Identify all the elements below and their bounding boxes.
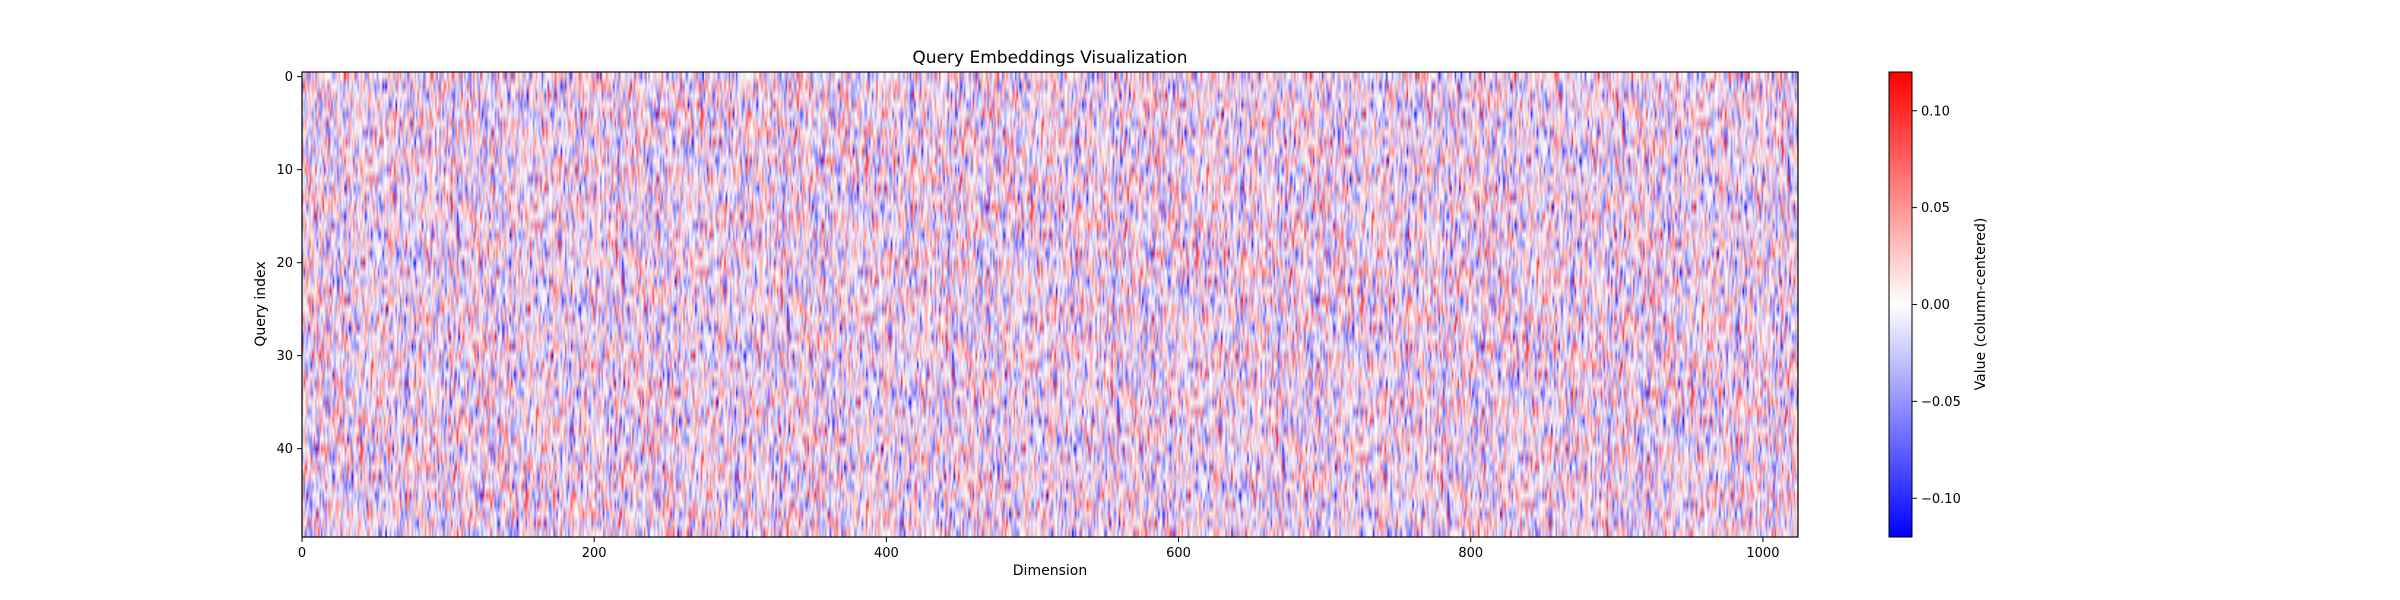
x-tick-label: 800 [1458, 546, 1483, 561]
y-tick-label: 10 [276, 163, 293, 178]
x-tick-label: 200 [582, 546, 607, 561]
chart-title: Query Embeddings Visualization [912, 48, 1187, 68]
colorbar [1889, 72, 1912, 537]
x-tick-label: 400 [874, 546, 899, 561]
y-tick-label: 30 [276, 349, 293, 364]
heatmap-plot-area [302, 72, 1798, 537]
colorbar-tick-label: 0.05 [1921, 201, 1950, 216]
x-axis-label: Dimension [1013, 563, 1087, 579]
plot-frame [301, 71, 1799, 538]
y-tick-label: 20 [276, 256, 293, 271]
colorbar-tick-label: 0.10 [1921, 104, 1950, 119]
y-axis-ticks: 0 10 20 30 40 [276, 70, 302, 457]
colorbar-tick-label: 0.00 [1921, 298, 1950, 313]
y-axis-label: Query index [253, 261, 269, 346]
x-axis-ticks: 0 200 400 600 800 1000 [298, 537, 1779, 561]
y-tick-label: 40 [276, 442, 293, 457]
x-tick-label: 1000 [1746, 546, 1779, 561]
colorbar-label: Value (column-centered) [1973, 218, 1989, 391]
x-tick-label: 600 [1166, 546, 1191, 561]
colorbar-tick-label: −0.05 [1921, 395, 1961, 410]
y-tick-label: 0 [285, 70, 293, 85]
colorbar-ticks: −0.10 −0.05 0.00 0.05 0.10 [1912, 104, 1961, 507]
colorbar-tick-label: −0.10 [1921, 492, 1961, 507]
heatmap-image [302, 72, 1798, 537]
x-tick-label: 0 [298, 546, 306, 561]
